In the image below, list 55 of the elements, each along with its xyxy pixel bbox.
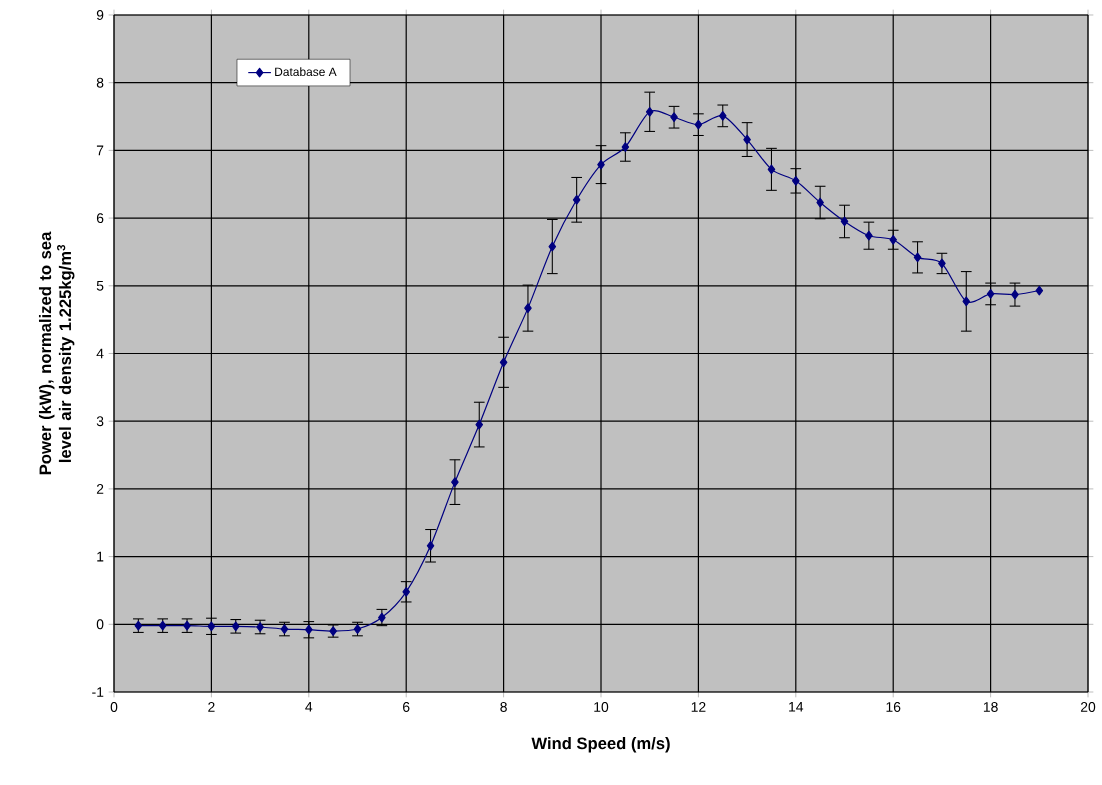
- point: [938, 258, 946, 269]
- x-tick-label: 0: [110, 702, 118, 712]
- y-tick-label: 4: [96, 348, 104, 359]
- point: [572, 194, 581, 205]
- y-tick-label: 5: [96, 280, 104, 291]
- x-tick-label: 4: [305, 702, 313, 712]
- point: [597, 159, 605, 170]
- point: [499, 357, 508, 368]
- x-tick-label: 10: [594, 702, 609, 712]
- x-axis-title: Wind Speed (m/s): [531, 737, 670, 753]
- x-tick-label: 6: [403, 702, 410, 712]
- point: [743, 134, 751, 145]
- y-tick-label: 6: [96, 213, 104, 224]
- x-tick-label: 18: [983, 702, 998, 712]
- point: [524, 303, 532, 313]
- point: [402, 586, 411, 597]
- y-tick-label: 9: [96, 10, 104, 20]
- point: [694, 119, 703, 130]
- y-axis-title: Power (kW), normalized to sea level air density 1.225kg/m$^{3}$: [38, 231, 75, 475]
- point: [207, 621, 216, 632]
- y-tick-label: 0: [96, 619, 104, 630]
- x-tick-label: 16: [886, 702, 901, 712]
- point: [792, 175, 800, 186]
- point: [645, 106, 654, 117]
- x-tick-label: 14: [789, 702, 804, 712]
- x-tick-label: 8: [500, 702, 507, 712]
- point: [305, 624, 313, 635]
- y-tick-label: 3: [96, 416, 104, 427]
- y-tick-label: 8: [96, 77, 104, 88]
- point: [913, 252, 922, 263]
- point: [767, 164, 776, 175]
- point: [816, 197, 824, 208]
- point: [840, 216, 849, 227]
- y-tick-label: 2: [96, 484, 104, 494]
- point: [475, 419, 484, 430]
- point: [986, 289, 995, 299]
- x-tick-label: 20: [1080, 702, 1096, 712]
- legend-label: Database A: [275, 67, 337, 77]
- point: [889, 234, 898, 245]
- y-tick-label: 1: [97, 551, 104, 562]
- point: [378, 612, 386, 623]
- point: [1011, 289, 1019, 300]
- point: [1035, 285, 1044, 296]
- point: [451, 477, 459, 487]
- y-tick-label: 7: [96, 145, 104, 156]
- point: [670, 112, 678, 123]
- x-tick-label: 2: [208, 702, 215, 712]
- point: [548, 241, 557, 252]
- point: [865, 230, 873, 241]
- y-tick-label: -1: [92, 687, 104, 697]
- x-tick-label: 12: [691, 702, 706, 712]
- point: [621, 142, 630, 152]
- point: [962, 296, 971, 307]
- point: [718, 110, 727, 121]
- point: [426, 540, 435, 551]
